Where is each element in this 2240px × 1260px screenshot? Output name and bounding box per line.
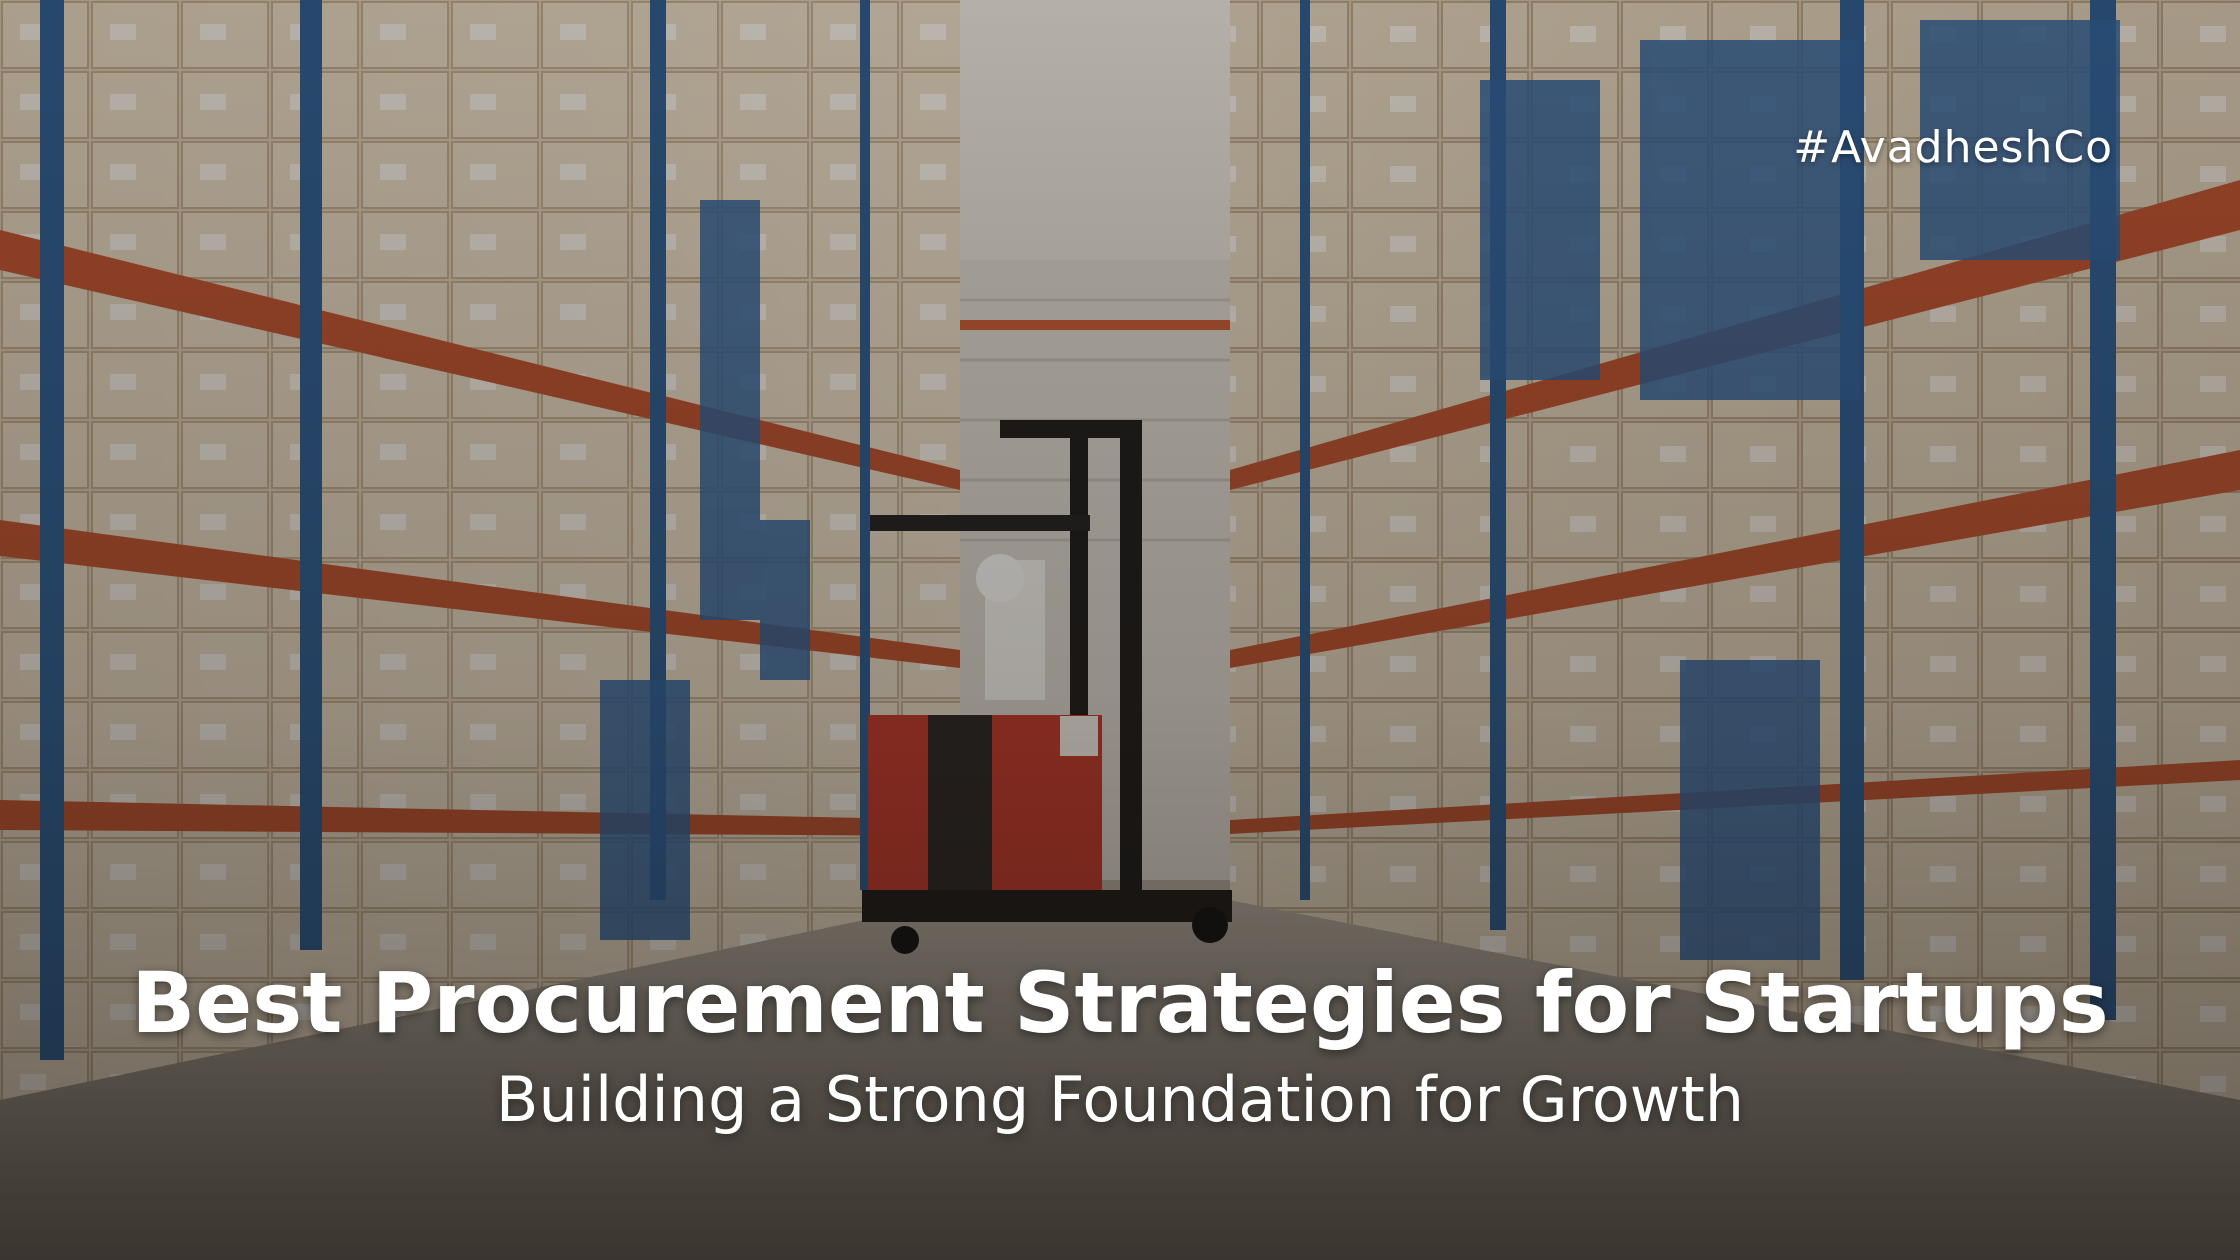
banner-subtitle: Building a Strong Foundation for Growth <box>495 1063 1745 1136</box>
banner-title: Best Procurement Strategies for Startups <box>131 954 2109 1052</box>
banner-headings: Best Procurement Strategies for Startups… <box>0 948 2240 1142</box>
brand-hashtag: #AvadheshCo <box>1793 122 2113 173</box>
